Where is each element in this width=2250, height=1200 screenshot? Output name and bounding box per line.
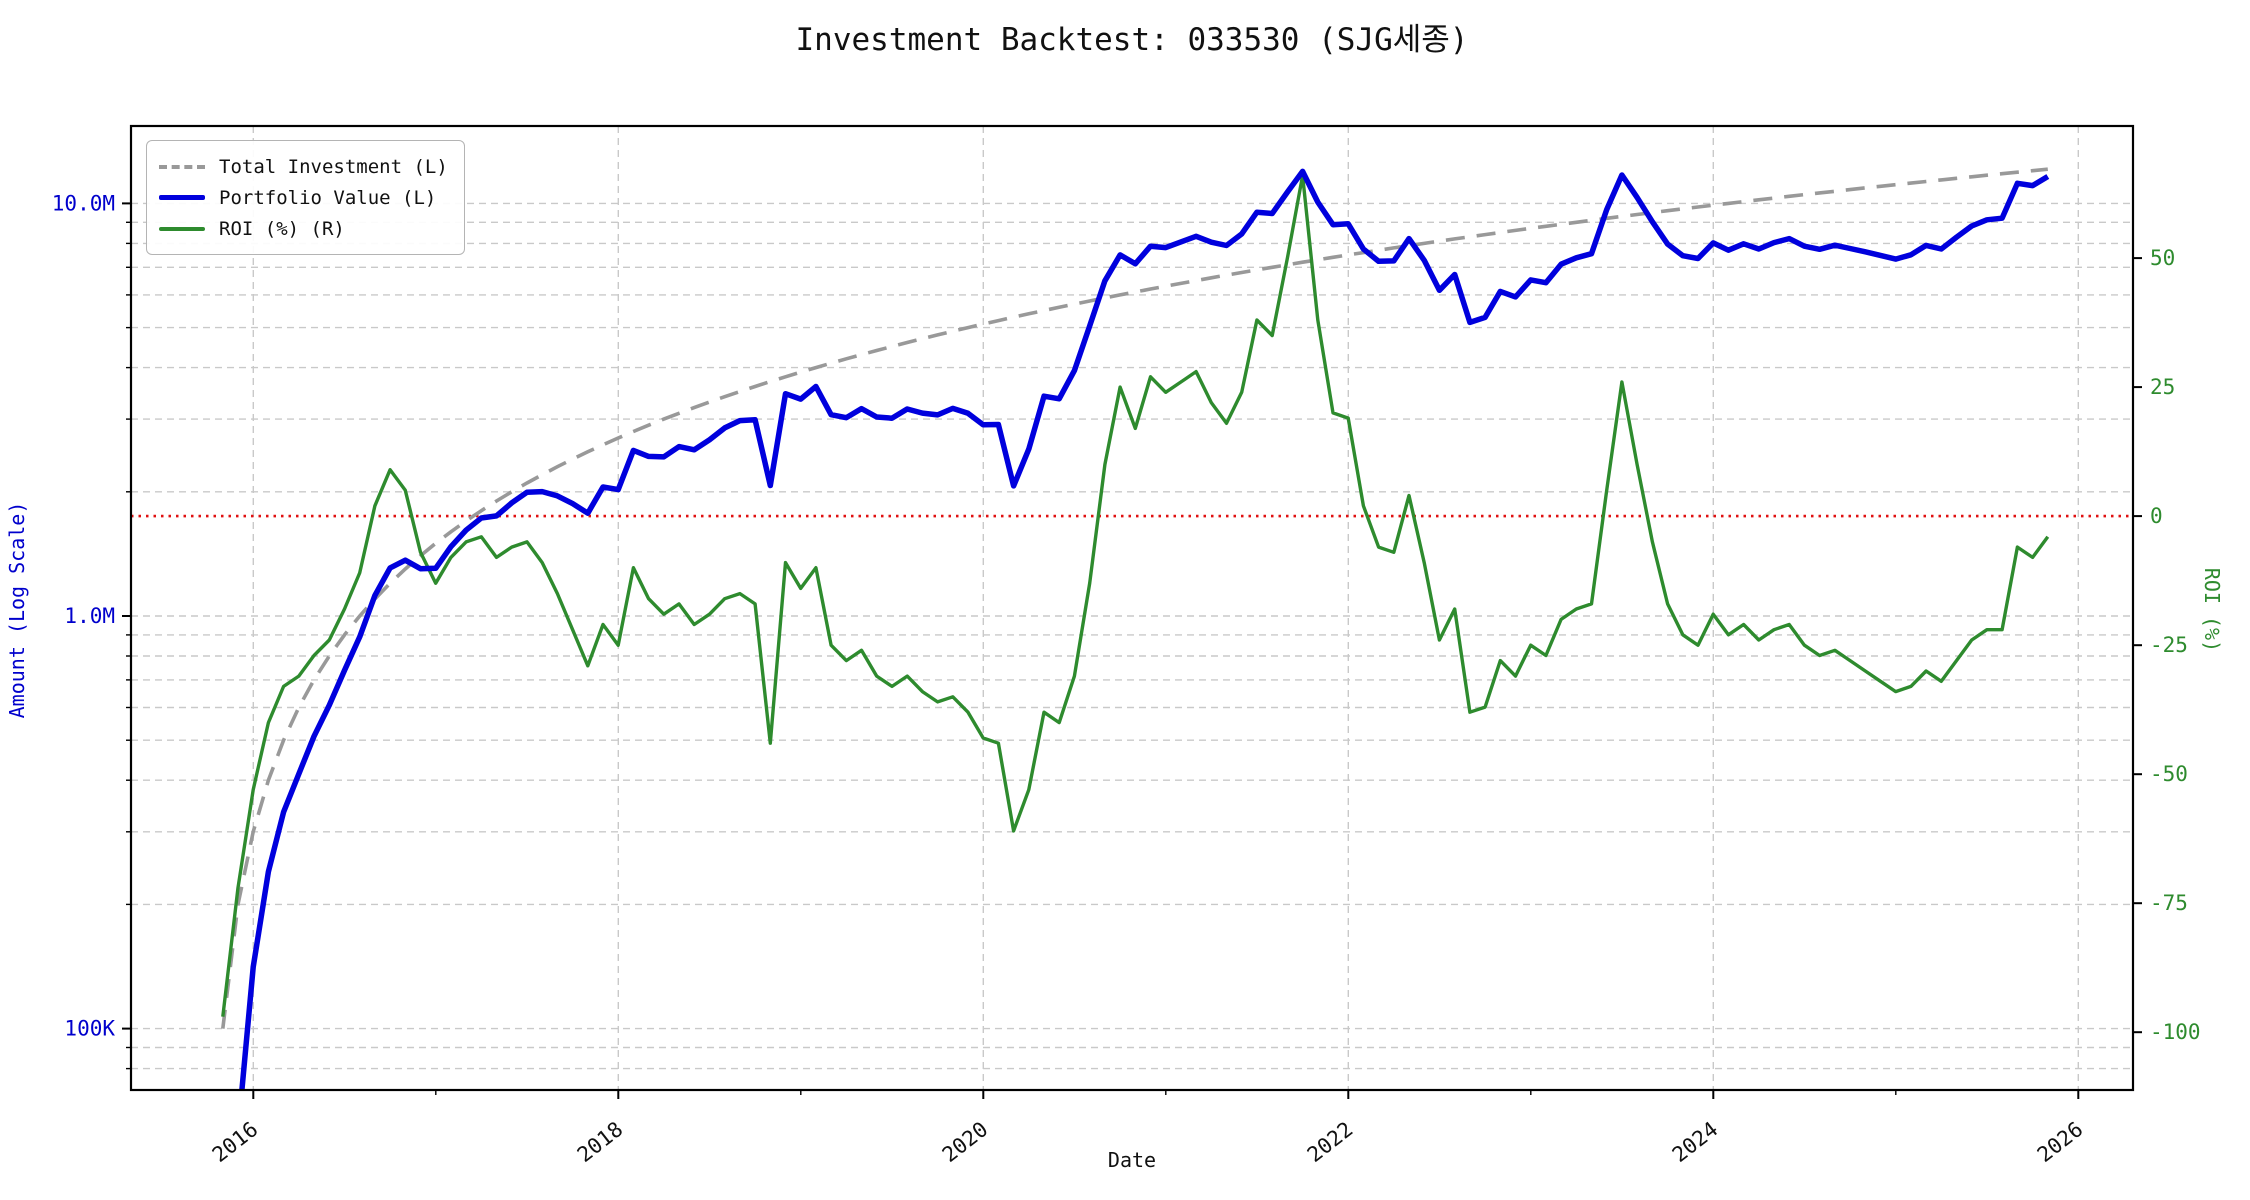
right-tick-label: -25 xyxy=(2150,633,2188,657)
left-axis-label: Amount (Log Scale) xyxy=(5,501,29,719)
series-lines xyxy=(131,167,2133,1090)
right-tick-label: 0 xyxy=(2150,504,2163,528)
right-axis-label: ROI (%) xyxy=(2200,567,2224,653)
x-axis-label: Date xyxy=(1107,1148,1157,1172)
dashed-line-icon xyxy=(159,164,205,169)
left-tick-label: 10.0M xyxy=(52,191,115,215)
legend-item-portfolio-value: Portfolio Value (L) xyxy=(159,182,448,213)
roi-line xyxy=(221,173,2050,1017)
legend-item-roi: ROI (%) (R) xyxy=(159,213,448,244)
solid-green-line-icon xyxy=(159,226,205,231)
legend-label: ROI (%) (R) xyxy=(219,217,345,240)
plot-frame xyxy=(129,124,2135,1092)
portfolio-value-line xyxy=(239,168,2050,1090)
left-tick-label: 100K xyxy=(64,1017,115,1041)
right-tick-label: 25 xyxy=(2150,375,2175,399)
legend-item-total-investment: Total Investment (L) xyxy=(159,151,448,182)
right-tick-label: -75 xyxy=(2150,891,2188,915)
right-tick-label: 50 xyxy=(2150,246,2175,270)
gridlines xyxy=(131,126,2133,1090)
right-tick-label: -100 xyxy=(2150,1020,2201,1044)
right-tick-label: -50 xyxy=(2150,762,2188,786)
left-tick-label: 1.0M xyxy=(64,604,115,628)
total-investment-line xyxy=(221,167,2048,1029)
legend: Total Investment (L) Portfolio Value (L)… xyxy=(146,140,465,255)
legend-label: Total Investment (L) xyxy=(219,155,448,178)
chart-title: Investment Backtest: 033530 (SJG세종) xyxy=(795,22,1469,58)
legend-label: Portfolio Value (L) xyxy=(219,186,437,209)
solid-blue-line-icon xyxy=(159,195,205,200)
